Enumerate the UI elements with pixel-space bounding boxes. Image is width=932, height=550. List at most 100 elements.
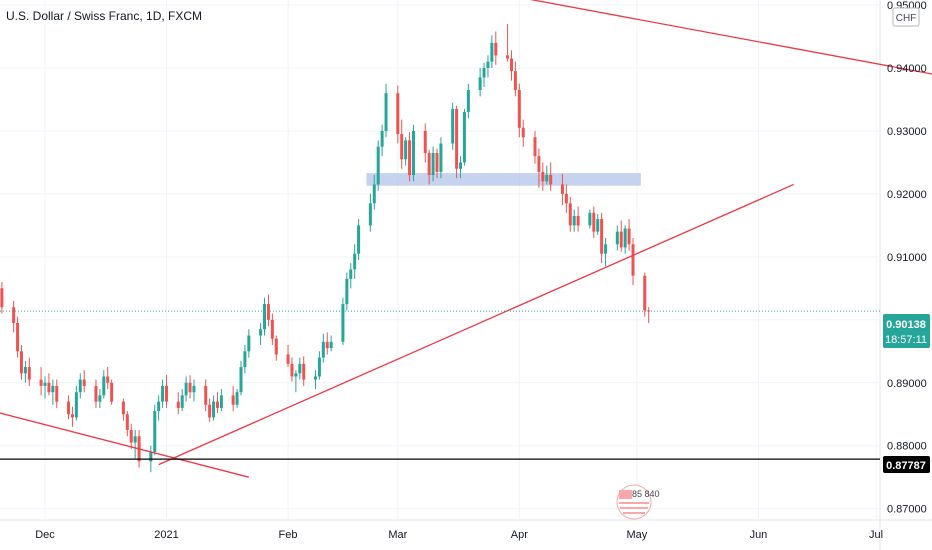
candle-body[interactable] [411, 130, 415, 176]
candle-body[interactable] [161, 385, 165, 402]
candle-body[interactable] [478, 77, 482, 91]
candle-body[interactable] [588, 212, 592, 226]
candle-body[interactable] [549, 175, 553, 185]
candle-body[interactable] [459, 162, 463, 169]
candle-body[interactable] [47, 382, 51, 393]
candle-body[interactable] [78, 379, 82, 393]
candle-body[interactable] [431, 152, 435, 176]
candle-body[interactable] [604, 244, 608, 254]
candle-body[interactable] [12, 307, 16, 323]
candle-body[interactable] [188, 382, 192, 393]
candle-body[interactable] [16, 322, 20, 352]
candle-body[interactable] [509, 58, 513, 72]
trendline[interactable] [158, 183, 794, 466]
candle-body[interactable] [129, 429, 133, 443]
candle-body[interactable] [321, 341, 325, 358]
candle-body[interactable] [568, 203, 572, 226]
candle-body[interactable] [396, 93, 400, 135]
candle-body[interactable] [208, 404, 212, 418]
candle-body[interactable] [121, 401, 125, 415]
candle-body[interactable] [55, 385, 59, 402]
candle-body[interactable] [494, 42, 498, 56]
candle-body[interactable] [180, 395, 184, 408]
candle-body[interactable] [349, 269, 353, 279]
candle-body[interactable] [372, 184, 376, 204]
candle-body[interactable] [204, 385, 208, 405]
candle-body[interactable] [243, 351, 247, 368]
candle-body[interactable] [329, 341, 333, 349]
candle-body[interactable] [290, 363, 294, 377]
candle-body[interactable] [313, 376, 317, 380]
candle-body[interactable] [192, 385, 196, 393]
candle-body[interactable] [596, 219, 600, 232]
candle-body[interactable] [110, 382, 114, 402]
candle-body[interactable] [70, 414, 74, 418]
candle-body[interactable] [43, 382, 47, 386]
candle-body[interactable] [67, 401, 71, 415]
candle-body[interactable] [157, 401, 161, 412]
price-axis[interactable]: 0.870000.880000.890000.900000.910000.920… [887, 0, 927, 516]
candle-body[interactable] [517, 90, 521, 128]
candle-body[interactable] [106, 376, 110, 383]
candle-body[interactable] [451, 108, 455, 144]
candle-body[interactable] [294, 373, 298, 377]
candle-body[interactable] [513, 71, 517, 91]
resistance-zone[interactable] [366, 173, 641, 186]
candle-body[interactable] [0, 288, 4, 308]
candle-body[interactable] [619, 231, 623, 248]
candle-body[interactable] [219, 395, 223, 408]
candle-body[interactable] [521, 127, 525, 138]
candle-body[interactable] [102, 376, 106, 396]
candle-body[interactable] [153, 411, 157, 453]
candle-body[interactable] [176, 401, 180, 408]
candle-body[interactable] [133, 436, 137, 443]
candle-body[interactable] [631, 244, 635, 276]
candle-body[interactable] [317, 357, 321, 377]
symbol-title[interactable]: U.S. Dollar / Swiss Franc, 1D, FXCM [6, 9, 203, 23]
candle-body[interactable] [266, 304, 270, 320]
candle-body[interactable] [274, 338, 278, 355]
candle-body[interactable] [560, 184, 564, 194]
candle-body[interactable] [235, 392, 239, 405]
candle-body[interactable] [231, 395, 235, 405]
candle-body[interactable] [576, 215, 580, 226]
candle-body[interactable] [74, 392, 78, 418]
candle-body[interactable] [165, 385, 169, 402]
candle-body[interactable] [212, 401, 216, 418]
candle-body[interactable] [423, 130, 427, 153]
candle-body[interactable] [380, 130, 384, 147]
candle-body[interactable] [51, 385, 55, 393]
candle-body[interactable] [149, 452, 153, 462]
candle-body[interactable] [39, 379, 43, 386]
candle-body[interactable] [376, 146, 380, 185]
economic-event-marker[interactable]: 85 840 [616, 484, 660, 520]
candle-body[interactable] [600, 219, 604, 254]
candle-body[interactable] [486, 61, 490, 68]
candles[interactable] [0, 23, 651, 473]
candle-body[interactable] [125, 414, 129, 430]
candle-body[interactable] [408, 140, 412, 176]
candle-body[interactable] [615, 231, 619, 245]
candle-body[interactable] [286, 354, 290, 364]
candle-body[interactable] [23, 367, 27, 374]
trendline[interactable] [0, 395, 250, 478]
candle-body[interactable] [341, 304, 345, 342]
candle-body[interactable] [462, 112, 466, 163]
candle-body[interactable] [82, 379, 86, 386]
candle-body[interactable] [482, 67, 486, 78]
candle-body[interactable] [564, 193, 568, 204]
candle-body[interactable] [592, 212, 596, 232]
candle-body[interactable] [98, 395, 102, 402]
candle-body[interactable] [537, 156, 541, 172]
candle-body[interactable] [239, 367, 243, 393]
candle-body[interactable] [427, 152, 431, 176]
candle-body[interactable] [643, 275, 647, 311]
candle-body[interactable] [263, 304, 267, 330]
candle-body[interactable] [302, 363, 306, 380]
candle-body[interactable] [247, 335, 251, 352]
candle-body[interactable] [215, 401, 219, 408]
candle-body[interactable] [19, 351, 23, 374]
candle-body[interactable] [368, 203, 372, 226]
trendline[interactable] [221, 0, 932, 77]
candle-body[interactable] [541, 171, 545, 182]
